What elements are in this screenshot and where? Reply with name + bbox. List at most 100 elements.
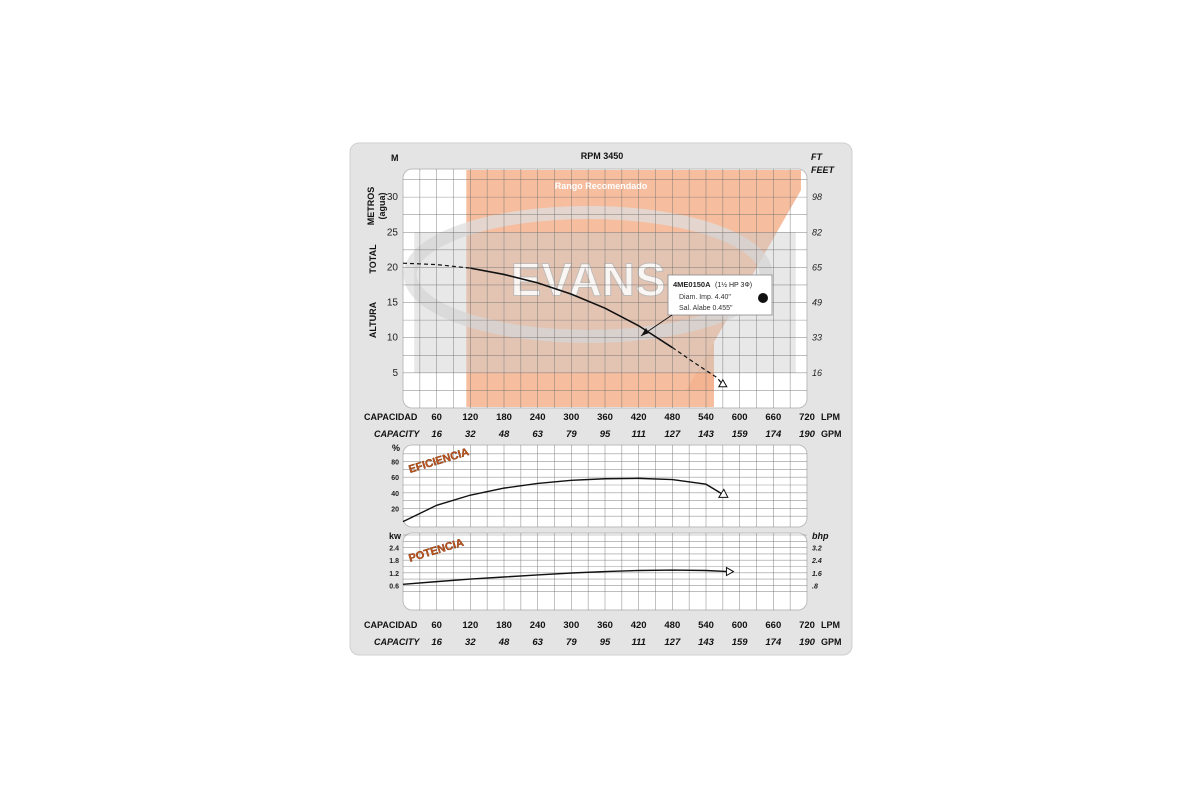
lpm-tick-label: 480 (664, 620, 680, 631)
efficiency-curve-end-triangle (717, 488, 729, 498)
gpm-tick-label: 79 (566, 637, 577, 648)
capacity-unit-lpm: LPM (821, 412, 840, 422)
lpm-tick-label: 300 (563, 412, 579, 423)
power-y-tick-label-kw: 1.8 (389, 558, 399, 565)
power-curve-end-triangle (725, 566, 735, 577)
y-tick-label-ft: 65 (812, 262, 823, 272)
gpm-tick-label: 63 (532, 429, 543, 440)
lpm-tick-label: 600 (732, 412, 748, 423)
lpm-tick-label: 660 (765, 412, 781, 423)
gpm-tick-label: 48 (498, 637, 510, 648)
gpm-tick-label: 16 (431, 637, 442, 648)
right-unit-ft-label: FT (811, 152, 823, 162)
gpm-tick-label: 190 (799, 637, 816, 648)
gpm-tick-label: 16 (431, 429, 442, 440)
gpm-tick-label: 95 (600, 637, 611, 648)
y-tick-label-m: 15 (387, 298, 399, 309)
lpm-tick-label: 480 (664, 412, 680, 423)
efficiency-curve (402, 477, 724, 523)
y-tick-label-m: 5 (392, 368, 398, 379)
efficiency-y-tick-label: 80 (391, 460, 399, 467)
power-unit-bhp: bhp (812, 531, 829, 541)
gpm-tick-label: 48 (498, 429, 510, 440)
lpm-tick-label: 240 (530, 620, 546, 631)
capacity-label-lpm: CAPACIDAD (364, 412, 418, 422)
lpm-tick-label: 300 (563, 620, 579, 631)
recommended-range-label: Rango Recomendado (555, 181, 648, 191)
model-name: 4ME0150A (673, 280, 711, 289)
power-y-tick-label-bhp: 2.4 (811, 558, 822, 565)
power-y-tick-label-kw: 1.2 (389, 571, 399, 578)
lpm-tick-label: 360 (597, 620, 613, 631)
gpm-tick-label: 174 (765, 637, 782, 648)
gpm-tick-label: 127 (664, 429, 681, 440)
lpm-tick-label: 120 (462, 412, 478, 423)
gpm-tick-label: 159 (732, 637, 749, 648)
efficiency-unit: % (392, 443, 400, 453)
gpm-tick-label: 174 (765, 429, 782, 440)
capacity-axis-bottom: CAPACIDAD LPM 60 120 180 240 300 360 420 480 540 60… (364, 620, 842, 648)
y-title-total: TOTAL (368, 244, 378, 274)
right-unit-feet-label: FEET (811, 165, 836, 175)
gpm-tick-label: 95 (600, 429, 611, 440)
capacity-label-gpm: CAPACITY (374, 637, 420, 647)
power-plot-content (402, 566, 735, 586)
lpm-tick-label: 660 (765, 620, 781, 631)
lpm-tick-label: 720 (799, 620, 815, 631)
lpm-tick-label: 60 (431, 620, 442, 631)
left-unit-label: M (391, 153, 399, 163)
y-tick-label-m: 30 (387, 192, 399, 203)
power-y-tick-label-kw: 2.4 (389, 546, 399, 553)
capacity-label-lpm: CAPACIDAD (364, 620, 418, 630)
efficiency-y-tick-label: 20 (391, 506, 399, 513)
lpm-tick-label: 360 (597, 412, 613, 423)
efficiency-y-tick-label: 40 (391, 491, 399, 498)
chart-title: RPM 3450 (581, 151, 624, 161)
lpm-tick-label: 120 (462, 620, 478, 631)
lpm-tick-label: 600 (732, 620, 748, 631)
gpm-tick-label: 79 (566, 429, 577, 440)
efficiency-plot-content (402, 477, 729, 523)
head-curve-end-triangle (717, 378, 728, 388)
capacity-unit-gpm: GPM (821, 429, 842, 439)
lpm-tick-label: 60 (431, 412, 442, 423)
pump-curve-sheet: RPM 3450 M FT FEET METROS (agua) TOTAL A… (349, 142, 853, 656)
model-info-box: 4ME0150A (1½ HP 3Ф) Diam. Imp. 4.40" Sal… (640, 274, 773, 337)
y-tick-label-m: 25 (387, 227, 399, 238)
y-tick-label-m: 10 (387, 333, 399, 344)
power-y-tick-label-bhp: 1.6 (812, 571, 822, 578)
head-curve-solid (470, 267, 673, 349)
power-y-tick-label-bhp: .8 (812, 583, 818, 590)
gpm-tick-label: 63 (532, 637, 543, 648)
power-plot-grid: 0.6 1.2 1.8 2.4 .8 1.6 2.4 3.2 (389, 533, 822, 610)
gpm-tick-label: 190 (799, 429, 816, 440)
model-hp: (1½ HP 3Ф) (715, 281, 752, 289)
lpm-tick-label: 540 (698, 412, 714, 423)
model-vane-outlet: Sal. Alabe 0.455" (679, 305, 733, 312)
efficiency-y-tick-label: 60 (391, 475, 399, 482)
gpm-tick-label: 32 (465, 637, 476, 648)
gpm-tick-label: 32 (465, 429, 476, 440)
y-title-agua: (agua) (377, 192, 387, 219)
capacity-unit-lpm: LPM (821, 620, 840, 630)
gpm-tick-label: 111 (631, 429, 645, 440)
lpm-tick-label: 420 (631, 412, 647, 423)
gpm-tick-label: 127 (664, 637, 681, 648)
lpm-tick-label: 720 (799, 412, 815, 423)
power-y-tick-label-bhp: 3.2 (812, 546, 822, 553)
efficiency-plot-grid: 20 40 60 80 (391, 445, 807, 527)
y-tick-label-ft: 49 (812, 298, 822, 308)
y-title-altura: ALTURA (368, 301, 378, 338)
y-tick-label-ft: 82 (812, 227, 822, 237)
y-title-metros: METROS (366, 187, 376, 226)
power-curve (402, 569, 729, 586)
gpm-tick-label: 143 (698, 637, 715, 648)
lpm-tick-label: 180 (496, 620, 512, 631)
y-tick-label-m: 20 (387, 262, 399, 273)
gpm-tick-label: 159 (732, 429, 749, 440)
capacity-unit-gpm: GPM (821, 637, 842, 647)
model-marker-dot (758, 293, 768, 303)
y-tick-label-ft: 33 (812, 333, 822, 343)
gpm-tick-label: 143 (698, 429, 715, 440)
gpm-tick-label: 111 (631, 637, 645, 648)
